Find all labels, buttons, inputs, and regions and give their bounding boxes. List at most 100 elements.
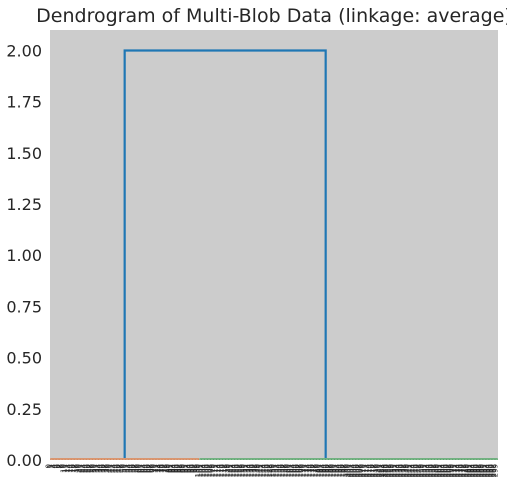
x-tick-label: 208 <box>355 464 363 477</box>
x-tick-label: 69 <box>148 464 156 473</box>
x-tick-label: 14 <box>66 463 74 472</box>
x-tick-label: 128 <box>236 464 244 477</box>
x-tick-label: 107 <box>205 464 213 477</box>
x-tick-label: 215 <box>366 464 374 477</box>
x-tick-label: 144 <box>260 463 268 477</box>
x-tick-label: 234 <box>394 463 402 477</box>
x-tick-label: 135 <box>246 464 254 477</box>
x-tick-label: 58 <box>131 464 139 473</box>
y-axis: 0.00 0.25 0.50 0.75 1.00 1.25 1.50 1.75 2.00 <box>6 41 42 470</box>
x-tick-label: 112 <box>212 464 220 477</box>
x-tick-label: 270 <box>448 464 456 477</box>
x-tick-label: 9 <box>58 464 66 468</box>
x-tick-label: 217 <box>369 464 377 477</box>
x-tick-label: 71 <box>151 464 159 473</box>
x-tick-label: 76 <box>158 463 166 472</box>
y-tick-label: 1.75 <box>6 93 42 112</box>
x-tick-label: 189 <box>327 464 335 477</box>
x-tick-label: 133 <box>243 464 251 477</box>
x-tick-label: 6 <box>54 463 62 468</box>
y-tick-label: 2.00 <box>6 41 42 60</box>
x-tick-label: 149 <box>267 464 275 477</box>
x-tick-label: 127 <box>234 464 242 477</box>
x-tick-label: 83 <box>169 464 177 473</box>
x-tick-label: 27 <box>85 464 93 473</box>
x-tick-label: 264 <box>439 463 447 477</box>
x-tick-label: 140 <box>254 464 262 477</box>
x-tick-label: 233 <box>393 464 401 477</box>
x-tick-label: 299 <box>491 464 499 477</box>
x-tick-label: 64 <box>140 463 148 472</box>
x-tick-label: 82 <box>167 464 175 473</box>
x-tick-label: 220 <box>373 464 381 477</box>
x-tick-label: 266 <box>442 463 450 477</box>
x-tick-label: 209 <box>357 464 365 477</box>
x-tick-label: 32 <box>93 464 101 473</box>
x-tick-label: 125 <box>231 464 239 477</box>
x-tick-label: 182 <box>317 464 325 477</box>
x-tick-label: 235 <box>396 464 404 477</box>
chart-title: Dendrogram of Multi-Blob Data (linkage: … <box>36 5 507 27</box>
x-tick-label: 298 <box>490 464 498 477</box>
x-tick-label: 173 <box>303 464 311 477</box>
x-tick-label: 221 <box>375 464 383 477</box>
x-tick-label: 50 <box>119 464 127 473</box>
x-tick-label: 202 <box>346 464 354 477</box>
x-tick-label: 255 <box>426 464 434 477</box>
x-tick-label: 172 <box>302 464 310 477</box>
x-tick-label: 256 <box>427 463 435 477</box>
x-tick-label: 281 <box>464 464 472 477</box>
x-tick-label: 245 <box>411 464 419 477</box>
x-tick-label: 67 <box>145 464 153 473</box>
x-tick-label: 95 <box>187 464 195 473</box>
x-tick-label: 60 <box>134 464 142 473</box>
x-tick-label: 126 <box>233 463 241 477</box>
x-tick-label: 205 <box>351 464 359 477</box>
x-tick-label: 122 <box>227 464 235 477</box>
x-tick-label: 138 <box>251 464 259 477</box>
x-tick-label: 152 <box>272 464 280 477</box>
x-tick-label: 104 <box>200 463 208 477</box>
x-tick-label: 24 <box>81 463 89 472</box>
x-tick-label: 242 <box>406 464 414 477</box>
x-tick-label: 77 <box>160 464 168 473</box>
x-tick-label: 295 <box>485 464 493 477</box>
x-tick-label: 136 <box>248 463 256 477</box>
x-tick-label: 39 <box>103 464 111 473</box>
x-tick-label: 184 <box>320 463 328 477</box>
x-tick-label: 254 <box>424 463 432 477</box>
x-tick-label: 8 <box>57 464 65 468</box>
x-tick-label: 142 <box>257 464 265 477</box>
x-tick-label: 294 <box>484 463 492 477</box>
x-tick-label: 259 <box>432 464 440 477</box>
x-tick-label: 129 <box>237 464 245 477</box>
x-tick-label: 293 <box>482 464 490 477</box>
x-tick-label: 193 <box>333 464 341 477</box>
x-tick-label: 52 <box>122 464 130 473</box>
x-tick-label: 20 <box>75 464 83 473</box>
y-tick-label: 1.00 <box>6 246 42 265</box>
x-tick-label: 79 <box>163 464 171 473</box>
x-tick-label: 232 <box>391 464 399 477</box>
x-tick-label: 84 <box>170 463 178 472</box>
x-tick-label: 289 <box>476 464 484 477</box>
x-tick-label: 94 <box>185 463 193 472</box>
x-tick-label: 12 <box>63 464 71 473</box>
x-tick-label: 30 <box>90 464 98 473</box>
x-tick-label: 164 <box>290 463 298 477</box>
x-tick-label: 239 <box>402 464 410 477</box>
x-tick-label: 282 <box>466 464 474 477</box>
x-tick-label: 187 <box>324 464 332 477</box>
x-tick-label: 225 <box>381 464 389 477</box>
x-tick-label: 119 <box>222 464 230 477</box>
x-tick-label: 236 <box>397 463 405 477</box>
x-tick-label: 206 <box>352 463 360 477</box>
x-tick-label: 171 <box>300 464 308 477</box>
x-tick-label: 165 <box>291 464 299 477</box>
x-tick-label: 258 <box>430 464 438 477</box>
x-tick-label: 246 <box>412 463 420 477</box>
x-tick-label: 150 <box>269 464 277 477</box>
x-tick-label: 269 <box>446 464 454 477</box>
x-tick-label: 3 <box>49 464 57 468</box>
x-tick-label: 16 <box>69 463 77 472</box>
